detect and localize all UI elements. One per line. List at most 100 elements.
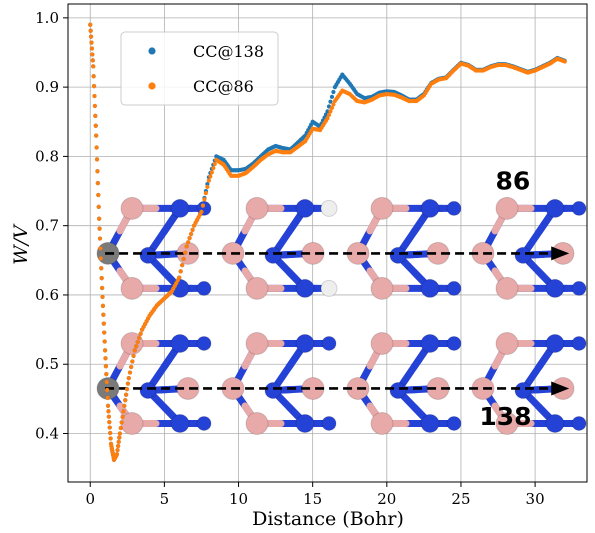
- nitrogen-atom: [571, 335, 587, 351]
- data-point: [186, 240, 191, 245]
- data-point: [123, 398, 128, 403]
- data-point: [178, 269, 183, 274]
- data-point: [95, 169, 100, 174]
- axes: 0 5 10 15 20 25 30 0.4 0.5 0.6 0.7 0.8 0.9 1.0: [35, 3, 588, 508]
- arrow-head: [551, 381, 570, 396]
- data-point: [331, 89, 336, 95]
- nitrogen-atom: [264, 246, 282, 264]
- data-point: [180, 263, 185, 268]
- data-point: [177, 275, 182, 280]
- nitrogen-atom: [571, 415, 587, 431]
- data-point: [91, 74, 96, 79]
- data-point: [88, 34, 94, 39]
- nitrogen-atom: [571, 280, 587, 296]
- nitrogen-atom: [170, 333, 190, 353]
- boron-atom: [245, 411, 269, 435]
- nitrogen-atom: [170, 413, 190, 433]
- data-point: [326, 112, 332, 117]
- data-point: [209, 170, 214, 175]
- data-point: [96, 204, 101, 209]
- nitrogen-atom: [514, 381, 532, 399]
- legend-box: [120, 31, 279, 106]
- data-point: [187, 236, 192, 241]
- legend-label-cc138: CC@138: [193, 42, 264, 61]
- data-point: [190, 227, 195, 232]
- data-point: [106, 414, 111, 419]
- data-point: [101, 312, 106, 317]
- data-point: [108, 436, 113, 441]
- nitrogen-atom: [196, 335, 212, 351]
- data-point: [107, 420, 112, 425]
- data-point: [105, 395, 110, 400]
- data-point: [325, 116, 330, 121]
- nitrogen-atom: [420, 278, 440, 298]
- legend: CC@138 CC@86: [120, 31, 279, 106]
- nitrogen-atom: [295, 333, 315, 353]
- data-point: [134, 344, 139, 349]
- data-point: [96, 192, 101, 198]
- data-point: [105, 387, 110, 393]
- boron-atom: [370, 196, 394, 220]
- x-tick-label: 30: [526, 490, 545, 508]
- data-point: [127, 370, 133, 375]
- data-point: [88, 28, 93, 33]
- x-tick-label: 0: [85, 490, 95, 508]
- axes-frame: [67, 3, 588, 483]
- data-point: [105, 403, 111, 408]
- data-point: [106, 409, 111, 414]
- x-axis-label: Distance (Bohr): [252, 508, 404, 530]
- data-point: [183, 250, 188, 255]
- data-point: [137, 335, 142, 341]
- data-point: [331, 102, 336, 107]
- boron-atom: [120, 276, 144, 300]
- data-point: [101, 321, 106, 326]
- boron-atom: [120, 196, 144, 220]
- data-point: [88, 22, 93, 27]
- data-point: [97, 236, 103, 241]
- data-point: [90, 58, 95, 63]
- data-point: [206, 178, 211, 183]
- nitrogen-atom: [446, 200, 462, 216]
- data-point: [103, 356, 108, 361]
- data-point: [328, 99, 333, 104]
- data-point: [328, 109, 333, 114]
- nitrogen-atom: [420, 333, 440, 353]
- nitrogen-atom: [389, 381, 407, 399]
- data-point: [99, 266, 104, 271]
- data-point: [119, 420, 124, 425]
- data-point: [89, 46, 95, 51]
- grid: [68, 4, 587, 482]
- nitrogen-atom: [196, 415, 212, 431]
- y-tick-label: 0.5: [35, 355, 59, 373]
- nitrogen-atom: [545, 198, 565, 218]
- x-tick-label: 10: [229, 490, 248, 508]
- nitrogen-atom: [295, 278, 315, 298]
- data-point: [103, 364, 109, 369]
- legend-marker-cc138: [148, 47, 156, 55]
- data-point: [208, 174, 213, 179]
- boron-atom: [495, 196, 519, 220]
- data-point: [329, 105, 335, 111]
- x-tick-label: 25: [451, 490, 470, 508]
- boron-atom: [245, 276, 269, 300]
- boron-atom: [495, 331, 519, 355]
- data-point: [94, 157, 100, 162]
- nitrogen-atom: [295, 413, 315, 433]
- nitrogen-atom: [446, 415, 462, 431]
- data-point: [116, 439, 121, 444]
- data-point: [117, 435, 122, 440]
- nitrogen-atom: [295, 198, 315, 218]
- data-point: [124, 392, 129, 397]
- x-tick-label: 5: [160, 490, 170, 508]
- data-point: [212, 161, 217, 167]
- boron-atom: [245, 196, 269, 220]
- data-point: [95, 181, 100, 186]
- data-point: [121, 409, 126, 414]
- data-point: [135, 339, 140, 345]
- data-point: [102, 348, 108, 353]
- data-point: [97, 216, 102, 221]
- y-axis-label: W/V: [10, 223, 32, 265]
- y-tick-label: 1.0: [35, 9, 59, 27]
